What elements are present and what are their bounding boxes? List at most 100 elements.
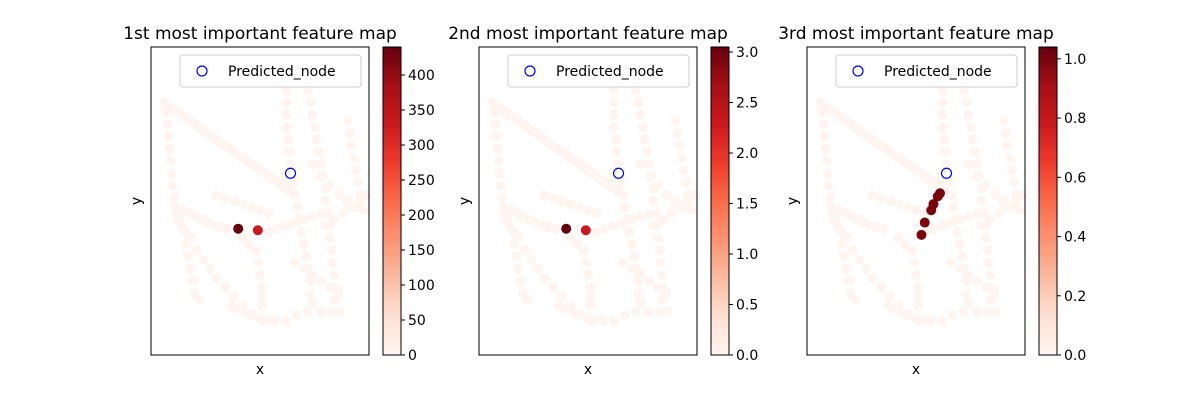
graph-node xyxy=(298,263,309,274)
graph-node xyxy=(241,308,252,319)
graph-node xyxy=(302,306,313,317)
colorbar-tick-label: 300 xyxy=(408,138,435,154)
graph-node xyxy=(283,134,294,145)
graph-node xyxy=(847,245,858,256)
graph-node xyxy=(222,223,233,234)
graph-node xyxy=(331,306,342,317)
highlight-node xyxy=(252,225,263,236)
graph-node xyxy=(292,309,303,320)
colorbar-tick-label: 1.0 xyxy=(1064,52,1086,68)
highlight-node xyxy=(580,225,591,236)
graph-node xyxy=(307,109,318,120)
graph-node xyxy=(893,232,904,243)
colorbar-tick-label: 200 xyxy=(408,208,435,224)
graph-node xyxy=(513,263,524,274)
highlight-node xyxy=(934,188,945,199)
colorbar-tick-label: 100 xyxy=(408,278,435,294)
graph-node xyxy=(622,214,633,225)
graph-node xyxy=(316,276,327,287)
graph-node xyxy=(333,189,344,200)
graph-node xyxy=(961,288,972,299)
graph-node xyxy=(193,294,204,305)
graph-node xyxy=(849,294,860,305)
graph-node xyxy=(489,106,500,117)
graph-node xyxy=(989,189,1000,200)
graph-node xyxy=(324,282,335,293)
graph-node xyxy=(958,306,969,317)
graph-node xyxy=(876,282,887,293)
graph-node xyxy=(591,226,602,237)
graph-node xyxy=(600,223,611,234)
graph-node xyxy=(346,140,357,151)
graph-node xyxy=(1015,205,1026,216)
graph-node xyxy=(681,177,692,188)
y-axis-label: y xyxy=(457,197,473,205)
graph-node xyxy=(252,257,263,268)
graph-node xyxy=(945,257,956,268)
graph-node xyxy=(860,263,871,274)
graph-node xyxy=(650,208,661,219)
graph-node xyxy=(982,257,993,268)
colorbar-tick-label: 350 xyxy=(408,103,435,119)
graph-node xyxy=(585,300,596,311)
graph-node xyxy=(644,159,655,170)
graph-node xyxy=(565,199,576,210)
graph-node xyxy=(292,202,303,213)
graph-node xyxy=(162,119,173,129)
graph-node xyxy=(556,291,567,302)
graph-node xyxy=(329,269,340,280)
graph-node xyxy=(954,239,965,250)
graph-node xyxy=(353,177,364,188)
graph-node xyxy=(302,85,313,96)
graph-node xyxy=(911,205,921,216)
graph-node xyxy=(220,192,231,203)
colorbar-gradient xyxy=(710,46,730,356)
graph-node xyxy=(952,226,963,237)
graph-node xyxy=(333,288,344,299)
graph-node xyxy=(198,254,209,265)
graph-node xyxy=(620,202,631,213)
graph-node xyxy=(611,146,622,157)
graph-node xyxy=(609,85,620,96)
graph-node xyxy=(635,159,646,170)
graph-node xyxy=(289,257,300,268)
graph-node xyxy=(289,189,300,200)
graph-node xyxy=(823,180,834,191)
graph-node xyxy=(161,106,172,117)
graph-node xyxy=(626,263,637,274)
axes-frame xyxy=(150,46,370,356)
legend-marker xyxy=(852,65,864,77)
legend-box xyxy=(179,54,362,88)
graph-node xyxy=(939,134,950,145)
legend: Predicted_node xyxy=(179,54,362,88)
graph-node xyxy=(665,208,676,219)
graph-node xyxy=(908,257,919,268)
graph-node xyxy=(967,134,978,145)
graph-node xyxy=(180,239,191,250)
graph-node xyxy=(687,205,698,216)
graph-node xyxy=(272,223,283,234)
graph-node xyxy=(574,202,585,213)
colorbar-tick-label: 0 xyxy=(408,348,417,364)
predicted-node-marker xyxy=(612,167,625,179)
x-axis-label: x xyxy=(584,362,592,378)
graph-node xyxy=(884,196,895,206)
colorbar-tick-label: 0.8 xyxy=(1064,111,1086,127)
graph-node xyxy=(539,273,550,283)
graph-node xyxy=(630,85,641,96)
graph-node xyxy=(637,122,648,133)
graph-node xyxy=(237,232,248,243)
graph-node xyxy=(674,140,685,151)
axes-frame xyxy=(478,46,698,356)
graph-node xyxy=(228,196,239,206)
graph-node xyxy=(893,199,904,210)
graph-node xyxy=(296,226,307,237)
chart-title: 2nd most important feature map xyxy=(448,24,728,44)
graph-node xyxy=(978,208,989,219)
graph-node xyxy=(220,282,231,293)
graph-node xyxy=(654,257,665,268)
graph-node xyxy=(561,303,572,314)
colorbar-tick-label: 0.2 xyxy=(1064,289,1086,305)
graph-node xyxy=(326,257,337,268)
colorbar-gradient xyxy=(1038,46,1058,356)
